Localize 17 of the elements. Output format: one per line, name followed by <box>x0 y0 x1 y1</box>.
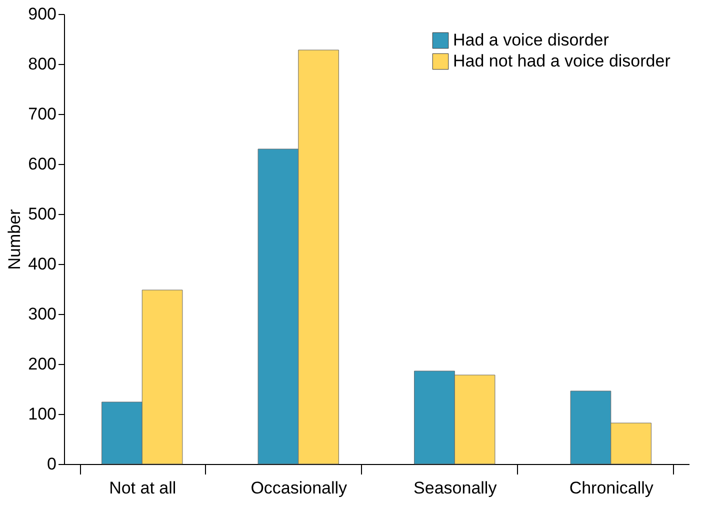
y-tick-label: 500 <box>28 204 56 224</box>
y-tick-label: 800 <box>28 54 56 74</box>
x-tick-label: Occasionally <box>250 478 348 498</box>
y-tick-label: 300 <box>28 304 56 324</box>
legend-label: Had not had a voice disorder <box>453 52 671 70</box>
y-tick-label: 200 <box>28 354 56 374</box>
y-tick-label: 700 <box>28 104 56 124</box>
y-axis-title: Number <box>5 208 24 270</box>
x-tick-label: Chronically <box>569 478 654 498</box>
x-tick-label: Seasonally <box>414 478 498 498</box>
legend-label: Had a voice disorder <box>453 30 610 50</box>
y-tick-label: 900 <box>28 4 56 24</box>
y-tick-label: 600 <box>28 154 56 174</box>
y-tick-label: 100 <box>28 404 56 424</box>
x-tick-label: Not at all <box>109 478 176 498</box>
y-tick-label: 0 <box>47 454 56 474</box>
y-tick-label: 400 <box>28 254 56 274</box>
